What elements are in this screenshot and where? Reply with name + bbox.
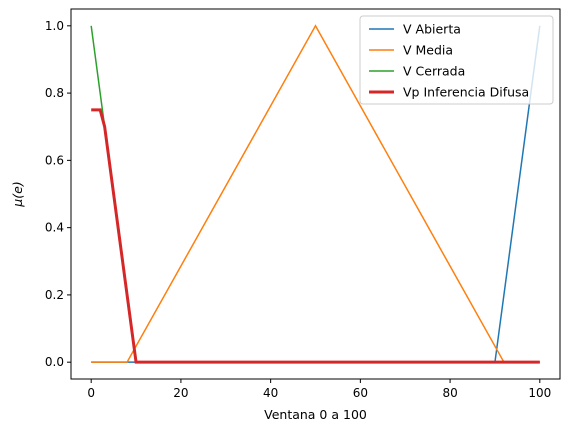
x-tick-label: 20 <box>173 386 188 400</box>
y-axis: 0.0 0.2 0.4 0.6 0.8 1.0 <box>45 19 71 369</box>
y-tick-label: 0.2 <box>45 288 64 302</box>
legend-box <box>359 15 554 105</box>
y-tick-label: 0.8 <box>45 86 64 100</box>
x-axis: 0 20 40 60 80 100 <box>87 379 551 400</box>
legend-label: V Cerrada <box>403 64 465 79</box>
y-axis-label: μ(e) <box>10 181 25 207</box>
x-tick-label: 80 <box>442 386 457 400</box>
plot-area <box>90 24 541 364</box>
x-tick-label: 100 <box>528 386 551 400</box>
y-tick-label: 0.6 <box>45 153 64 167</box>
legend-label: V Abierta <box>403 22 461 37</box>
y-tick-label: 1.0 <box>45 19 64 33</box>
legend-label: Vp Inferencia Difusa <box>403 85 529 100</box>
legend: V Abierta V Media V Cerrada Vp Inferencia D… <box>359 15 554 105</box>
x-tick-label: 40 <box>263 386 278 400</box>
axes-frame <box>70 8 561 380</box>
y-tick-label: 0.0 <box>45 355 64 369</box>
legend-label: V Media <box>403 43 453 58</box>
x-tick-label: 0 <box>87 386 95 400</box>
y-tick-label: 0.4 <box>45 221 64 235</box>
x-tick-label: 60 <box>353 386 368 400</box>
x-axis-label: Ventana 0 a 100 <box>264 407 367 422</box>
series-line-3 <box>91 108 540 364</box>
